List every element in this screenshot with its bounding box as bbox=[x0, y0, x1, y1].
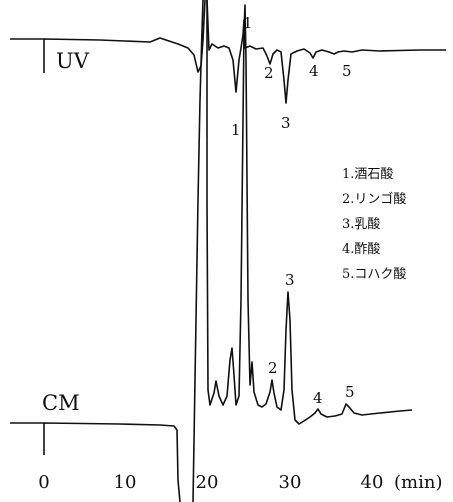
x-tick-label: 20 bbox=[196, 472, 219, 493]
uv-peak-label: 2 bbox=[264, 64, 274, 82]
uv-peak-label: 1 bbox=[231, 121, 241, 139]
cm-peak-label: 2 bbox=[268, 359, 278, 377]
legend-entry: 1.酒石酸 bbox=[342, 167, 393, 182]
x-axis: 0 10 20 30 40 (min) bbox=[38, 472, 442, 493]
x-tick-label: 0 bbox=[38, 472, 49, 493]
cm-trace-line bbox=[10, 0, 413, 502]
legend-entry: 4.酢酸 bbox=[342, 242, 380, 257]
cm-peak-label: 4 bbox=[313, 389, 323, 407]
cm-peak-label: 1 bbox=[243, 14, 253, 32]
x-tick-label: 10 bbox=[114, 472, 137, 493]
x-tick-label: 40 bbox=[361, 472, 384, 493]
uv-series: UV 1 2 3 4 5 bbox=[10, 0, 446, 139]
uv-peak-label: 5 bbox=[342, 62, 352, 80]
uv-peak-label: 3 bbox=[281, 114, 291, 132]
uv-series-label: UV bbox=[56, 49, 90, 73]
cm-series-label: CM bbox=[42, 391, 80, 415]
legend-entry: 5.コハク酸 bbox=[342, 267, 406, 282]
chart-legend: 1.酒石酸 2.リンゴ酸 3.乳酸 4.酢酸 5.コハク酸 bbox=[342, 167, 406, 282]
x-tick-label: 30 bbox=[279, 472, 302, 493]
cm-series: CM 1 2 3 4 5 bbox=[10, 0, 413, 502]
uv-peak-label: 4 bbox=[309, 62, 319, 80]
legend-entry: 3.乳酸 bbox=[342, 217, 380, 232]
cm-peak-label: 5 bbox=[345, 383, 355, 401]
x-axis-label: (min) bbox=[394, 472, 442, 493]
legend-entry: 2.リンゴ酸 bbox=[342, 191, 406, 207]
cm-peak-label: 3 bbox=[285, 271, 295, 289]
